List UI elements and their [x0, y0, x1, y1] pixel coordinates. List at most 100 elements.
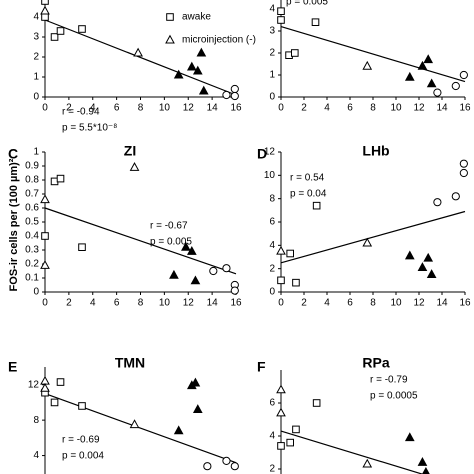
- y-tick-label: 2: [269, 48, 275, 59]
- panel-label: C: [8, 146, 18, 162]
- y-tick-label: 0.4: [25, 231, 39, 242]
- legend-label: awake: [182, 12, 211, 23]
- point: [426, 269, 437, 278]
- point: [41, 0, 49, 5]
- fit-line: [44, 19, 237, 96]
- point: [286, 249, 294, 258]
- x-tick-label: 16: [459, 298, 471, 309]
- point: [404, 71, 415, 81]
- point: [40, 260, 50, 269]
- x-tick-label: 14: [436, 103, 448, 114]
- point: [192, 404, 203, 414]
- point: [230, 286, 239, 295]
- point: [222, 264, 231, 273]
- y-tick-label: 4: [269, 431, 275, 442]
- x-tick-label: 6: [347, 103, 353, 114]
- x-tick-label: 10: [390, 103, 402, 114]
- legend-marker: [165, 34, 175, 44]
- point: [230, 84, 239, 94]
- point: [459, 70, 468, 80]
- y-tick-label: 4: [33, 450, 39, 461]
- panel-title: LHb: [362, 143, 389, 159]
- legend-label: microinjection (-): [182, 35, 256, 46]
- y-tick-label: 3: [33, 32, 39, 43]
- point: [404, 250, 415, 260]
- point: [277, 16, 285, 24]
- y-tick-label: 6: [269, 398, 275, 409]
- y-tick-label: 0: [33, 92, 39, 103]
- stat-text: r = -0.94: [62, 107, 100, 118]
- x-tick-label: 14: [436, 298, 448, 309]
- stat-text: r = -0.69: [62, 435, 100, 446]
- point: [192, 65, 203, 75]
- y-tick-label: 0.1: [25, 273, 39, 284]
- stat-text: p = 0.0005: [370, 391, 418, 402]
- y-tick-label: 12: [264, 147, 276, 158]
- x-tick-label: 6: [114, 103, 120, 114]
- y-tick-label: 4: [33, 12, 39, 23]
- stat-text: r = 0.54: [290, 173, 325, 184]
- point: [186, 246, 197, 255]
- x-tick-label: 0: [42, 103, 48, 114]
- fit-line: [44, 207, 237, 275]
- x-tick-label: 4: [324, 298, 330, 309]
- y-tick-label: 2: [269, 263, 275, 274]
- x-tick-label: 0: [278, 103, 284, 114]
- point: [173, 425, 184, 435]
- y-tick-label: 0: [33, 287, 39, 298]
- x-tick-label: 8: [370, 103, 376, 114]
- panel-title: TMN: [115, 355, 145, 371]
- y-axis-label: FOS-ir cells per (100 µm)²: [8, 158, 20, 291]
- point: [209, 266, 218, 276]
- point: [404, 432, 415, 442]
- point: [292, 278, 300, 287]
- point: [230, 91, 239, 101]
- x-tick-label: 0: [42, 298, 48, 309]
- point: [129, 162, 140, 171]
- point: [56, 174, 65, 183]
- y-tick-label: 8: [269, 193, 275, 204]
- point: [362, 458, 373, 468]
- point: [190, 377, 201, 387]
- y-tick-label: 10: [264, 170, 276, 181]
- fit-line: [280, 26, 466, 83]
- point: [276, 384, 286, 394]
- x-tick-label: 4: [90, 298, 96, 309]
- y-tick-label: 2: [269, 464, 275, 474]
- point: [230, 462, 239, 471]
- x-tick-label: 10: [159, 298, 171, 309]
- point: [50, 398, 59, 407]
- x-tick-label: 4: [324, 103, 330, 114]
- point: [459, 168, 468, 178]
- panel-label: E: [8, 359, 17, 375]
- x-tick-label: 8: [138, 103, 144, 114]
- x-tick-label: 10: [390, 298, 402, 309]
- point: [41, 13, 49, 21]
- x-tick-label: 4: [90, 103, 96, 114]
- y-tick-label: 0.8: [25, 175, 39, 186]
- point: [50, 33, 59, 41]
- point: [277, 442, 285, 450]
- point: [433, 88, 442, 97]
- point: [133, 47, 143, 57]
- y-tick-label: 0: [269, 287, 275, 298]
- x-tick-label: 16: [230, 103, 242, 114]
- point: [312, 201, 321, 210]
- x-tick-label: 16: [459, 103, 471, 114]
- point: [78, 402, 86, 410]
- y-tick-label: 2: [33, 52, 39, 63]
- x-tick-label: 10: [159, 103, 171, 114]
- x-tick-label: 12: [413, 298, 425, 309]
- y-tick-label: 0.9: [25, 161, 39, 172]
- y-tick-label: 1: [33, 72, 39, 83]
- point: [181, 241, 191, 251]
- stat-text: p = 0.005: [150, 237, 192, 248]
- y-tick-label: 1: [269, 70, 275, 81]
- y-tick-label: 0.3: [25, 245, 39, 256]
- point: [173, 69, 184, 79]
- x-tick-label: 8: [370, 298, 376, 309]
- fit-line: [280, 430, 424, 474]
- x-tick-label: 12: [183, 298, 195, 309]
- point: [277, 276, 285, 285]
